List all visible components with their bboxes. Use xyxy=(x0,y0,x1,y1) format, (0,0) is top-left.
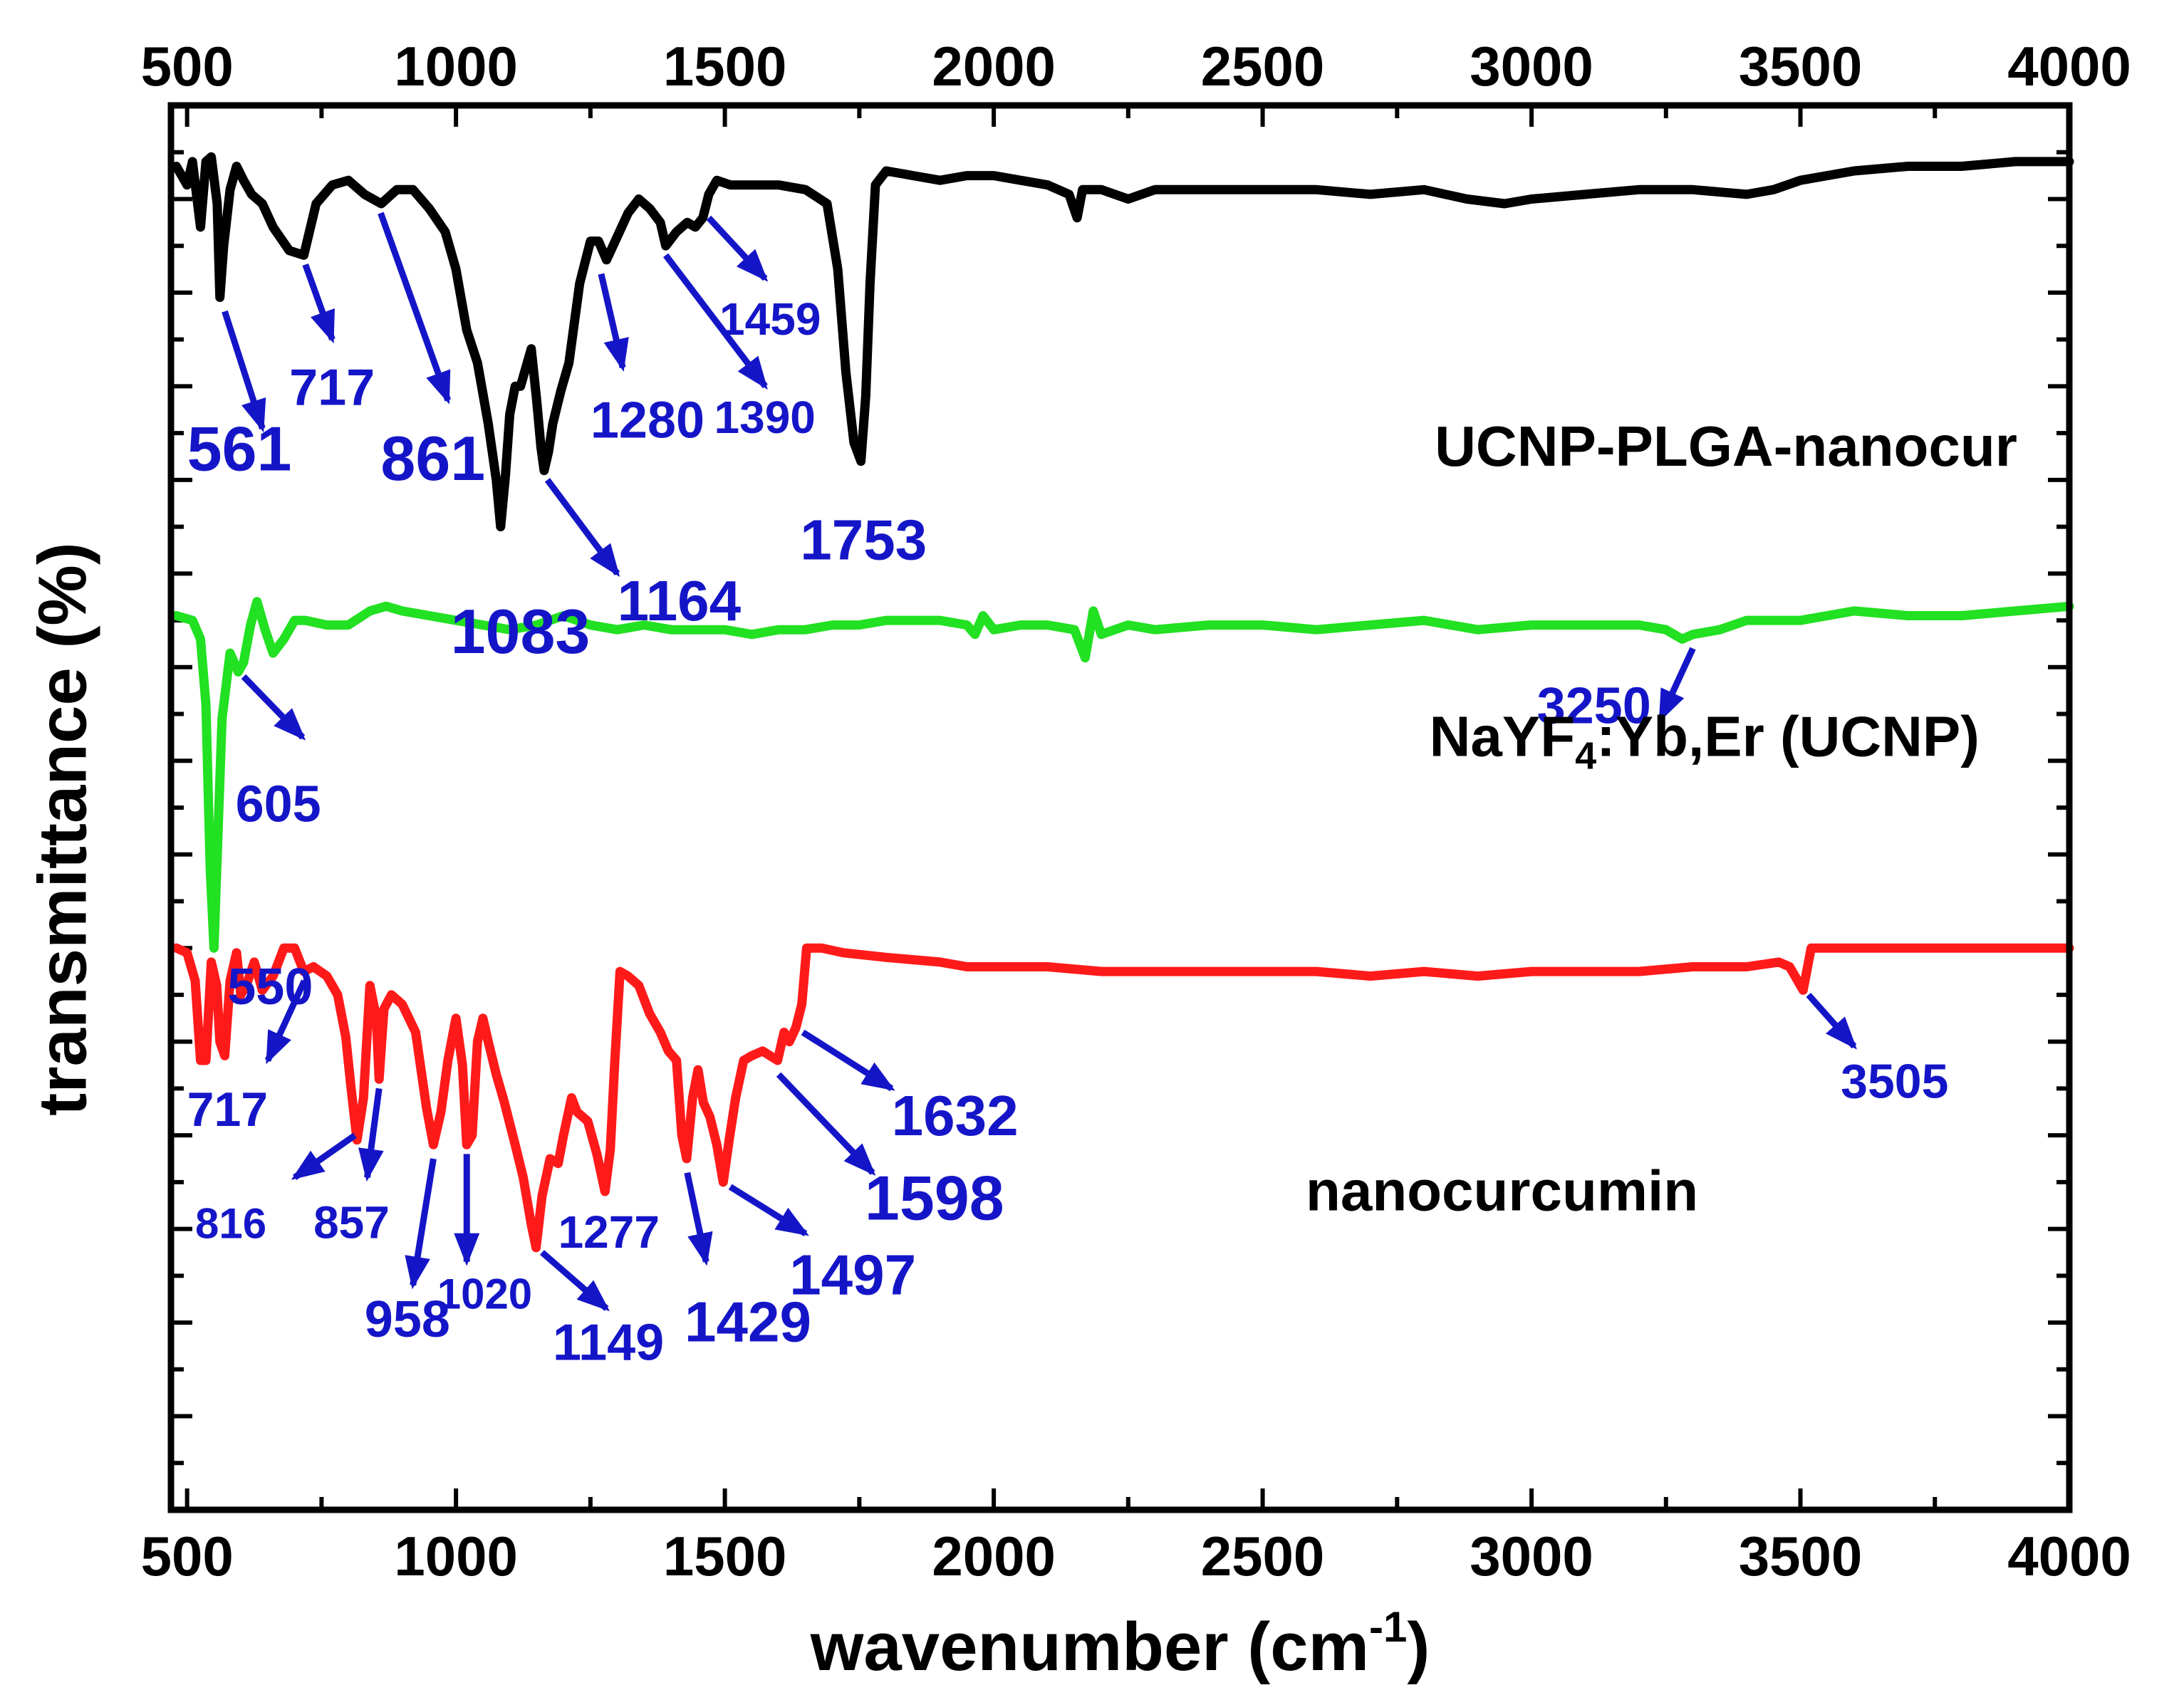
x-axis-title-close: ) xyxy=(1407,1609,1430,1685)
peak-label: 3250 xyxy=(1537,678,1651,735)
x-tick-label-top: 3000 xyxy=(1470,35,1593,98)
x-tick-label-top: 1000 xyxy=(394,35,518,98)
x-tick-label-bottom: 2000 xyxy=(932,1525,1056,1587)
peak-label: 1753 xyxy=(800,508,927,572)
series-line-3 xyxy=(172,943,2074,1253)
series-line-2 xyxy=(172,597,2074,953)
peak-label: 1083 xyxy=(451,596,591,667)
peak-label: 857 xyxy=(313,1197,390,1248)
peak-label: 561 xyxy=(187,414,292,484)
series-label-text: UCNP-PLGA-nanocur xyxy=(1435,414,2017,478)
y-axis-title: transmittance (%) xyxy=(24,542,100,1116)
peak-arrow xyxy=(1806,992,1857,1050)
x-tick-label-bottom: 500 xyxy=(141,1525,234,1587)
series-label: NaYF4:Yb,Er (UCNP) xyxy=(1430,705,1980,778)
peak-arrow xyxy=(358,1087,384,1182)
peak-label: 1390 xyxy=(714,392,816,443)
peak-arrow xyxy=(302,263,336,344)
peak-label: 1497 xyxy=(789,1243,916,1307)
x-tick-label-top: 2000 xyxy=(932,35,1056,98)
peak-arrow xyxy=(598,273,629,372)
peak-label: 1429 xyxy=(685,1290,811,1353)
peak-arrow xyxy=(1658,647,1696,723)
series-line-1 xyxy=(172,152,2074,532)
series-label: UCNP-PLGA-nanocur xyxy=(1435,414,2017,478)
peak-label: 1149 xyxy=(553,1315,664,1372)
peak-arrow xyxy=(706,215,769,282)
peak-label: 1164 xyxy=(618,569,742,632)
x-tick-label-top: 4000 xyxy=(2007,35,2131,98)
axis-ticks: 500 500 1000 1000 1500 1500 2000 2000 2500 2500 30… xyxy=(141,35,2131,1587)
x-axis-title: wavenumber (cm-1) xyxy=(810,1603,1430,1685)
series-label-subscript: 4 xyxy=(1575,735,1596,778)
peak-label: 1020 xyxy=(437,1270,532,1318)
x-tick-label-bottom: 1000 xyxy=(394,1525,518,1587)
series-label-rest: :Yb,Er (UCNP) xyxy=(1596,705,1980,768)
peak-label: 1280 xyxy=(591,392,704,449)
x-tick-label-top: 3500 xyxy=(1739,35,1863,98)
x-axis-title-superscript: -1 xyxy=(1369,1603,1407,1651)
peak-arrow xyxy=(241,674,306,741)
peak-label: 717 xyxy=(187,1083,268,1137)
peak-label: 1459 xyxy=(719,293,821,345)
peak-arrow xyxy=(684,1172,713,1266)
peak-arrow xyxy=(728,1184,809,1236)
series-labels: UCNP-PLGA-nanocur NaYF4:Yb,Er (UCNP) nanoc… xyxy=(1306,414,2017,1222)
peak-arrow xyxy=(222,310,266,433)
peak-label: 1632 xyxy=(892,1084,1019,1147)
peak-label: 1277 xyxy=(558,1206,660,1258)
peak-arrow xyxy=(264,979,308,1065)
x-tick-label-top: 2500 xyxy=(1201,35,1325,98)
peak-label: 1598 xyxy=(865,1162,1004,1233)
peak-arrow xyxy=(291,1132,357,1180)
peak-label: 816 xyxy=(195,1200,266,1248)
x-tick-label-top: 500 xyxy=(141,35,234,98)
x-tick-label-bottom: 4000 xyxy=(2007,1525,2131,1587)
x-tick-label-bottom: 3000 xyxy=(1470,1525,1593,1587)
peak-label: 861 xyxy=(380,423,485,494)
peak-label: 958 xyxy=(365,1291,450,1348)
series-lines xyxy=(172,152,2074,1253)
peak-label: 3505 xyxy=(1841,1055,1948,1109)
peak-arrow xyxy=(662,253,768,390)
peak-label: 605 xyxy=(236,776,321,833)
peak-arrow xyxy=(544,478,620,578)
series-label-text: nanocurcumin xyxy=(1306,1159,1698,1222)
x-tick-label-top: 1500 xyxy=(663,35,787,98)
series-label: nanocurcumin xyxy=(1306,1159,1698,1222)
peak-arrow xyxy=(801,1029,895,1092)
peak-arrow xyxy=(405,1158,437,1290)
x-tick-label-bottom: 2500 xyxy=(1201,1525,1325,1587)
x-tick-label-bottom: 3500 xyxy=(1739,1525,1863,1587)
peak-arrow xyxy=(539,1250,610,1312)
peak-label: 717 xyxy=(289,360,375,417)
peak-arrow xyxy=(378,212,452,405)
x-tick-label-bottom: 1500 xyxy=(663,1525,787,1587)
peak-arrow xyxy=(776,1072,876,1177)
series-label-text: NaYF xyxy=(1430,705,1576,768)
plot-frame xyxy=(167,102,2073,1513)
